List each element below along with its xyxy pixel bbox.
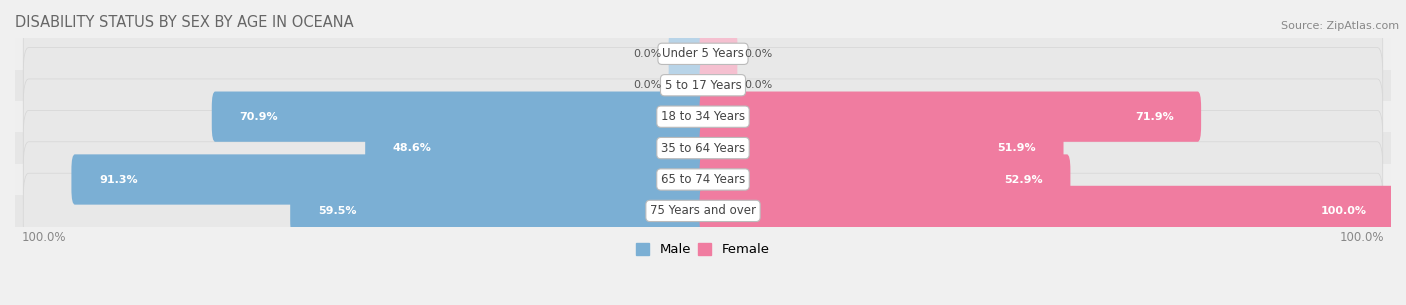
Text: 75 Years and over: 75 Years and over [650,204,756,217]
Bar [15,132,1391,164]
FancyBboxPatch shape [24,48,709,123]
Text: 100.0%: 100.0% [1340,231,1384,244]
FancyBboxPatch shape [697,173,1382,249]
FancyBboxPatch shape [697,142,1382,217]
Bar [15,70,1391,101]
FancyBboxPatch shape [700,154,1070,205]
Text: Under 5 Years: Under 5 Years [662,47,744,60]
FancyBboxPatch shape [72,154,706,205]
FancyBboxPatch shape [24,79,709,154]
Text: 71.9%: 71.9% [1135,112,1174,122]
Text: 48.6%: 48.6% [392,143,432,153]
FancyBboxPatch shape [700,29,737,79]
Text: 65 to 74 Years: 65 to 74 Years [661,173,745,186]
FancyBboxPatch shape [697,79,1382,154]
Text: 0.0%: 0.0% [744,80,772,90]
Text: DISABILITY STATUS BY SEX BY AGE IN OCEANA: DISABILITY STATUS BY SEX BY AGE IN OCEAN… [15,15,354,30]
Text: 59.5%: 59.5% [318,206,356,216]
FancyBboxPatch shape [700,60,737,110]
Text: 35 to 64 Years: 35 to 64 Years [661,142,745,155]
FancyBboxPatch shape [697,16,1382,92]
FancyBboxPatch shape [697,48,1382,123]
Bar [15,101,1391,132]
FancyBboxPatch shape [24,16,709,92]
FancyBboxPatch shape [700,92,1201,142]
Text: 0.0%: 0.0% [634,80,662,90]
FancyBboxPatch shape [366,123,706,173]
FancyBboxPatch shape [24,173,709,249]
FancyBboxPatch shape [212,92,706,142]
FancyBboxPatch shape [290,186,706,236]
FancyBboxPatch shape [669,29,706,79]
FancyBboxPatch shape [669,60,706,110]
Text: Source: ZipAtlas.com: Source: ZipAtlas.com [1281,21,1399,31]
FancyBboxPatch shape [700,186,1395,236]
FancyBboxPatch shape [24,142,709,217]
FancyBboxPatch shape [697,110,1382,186]
Text: 91.3%: 91.3% [98,174,138,185]
Bar [15,164,1391,195]
FancyBboxPatch shape [700,123,1063,173]
Text: 100.0%: 100.0% [1320,206,1367,216]
Legend: Male, Female: Male, Female [631,238,775,261]
Text: 18 to 34 Years: 18 to 34 Years [661,110,745,123]
Text: 0.0%: 0.0% [634,49,662,59]
Text: 70.9%: 70.9% [239,112,278,122]
Text: 52.9%: 52.9% [1004,174,1043,185]
FancyBboxPatch shape [24,110,709,186]
Bar [15,195,1391,227]
Text: 5 to 17 Years: 5 to 17 Years [665,79,741,92]
Bar [15,38,1391,70]
Text: 51.9%: 51.9% [997,143,1036,153]
Text: 0.0%: 0.0% [744,49,772,59]
Text: 100.0%: 100.0% [22,231,66,244]
